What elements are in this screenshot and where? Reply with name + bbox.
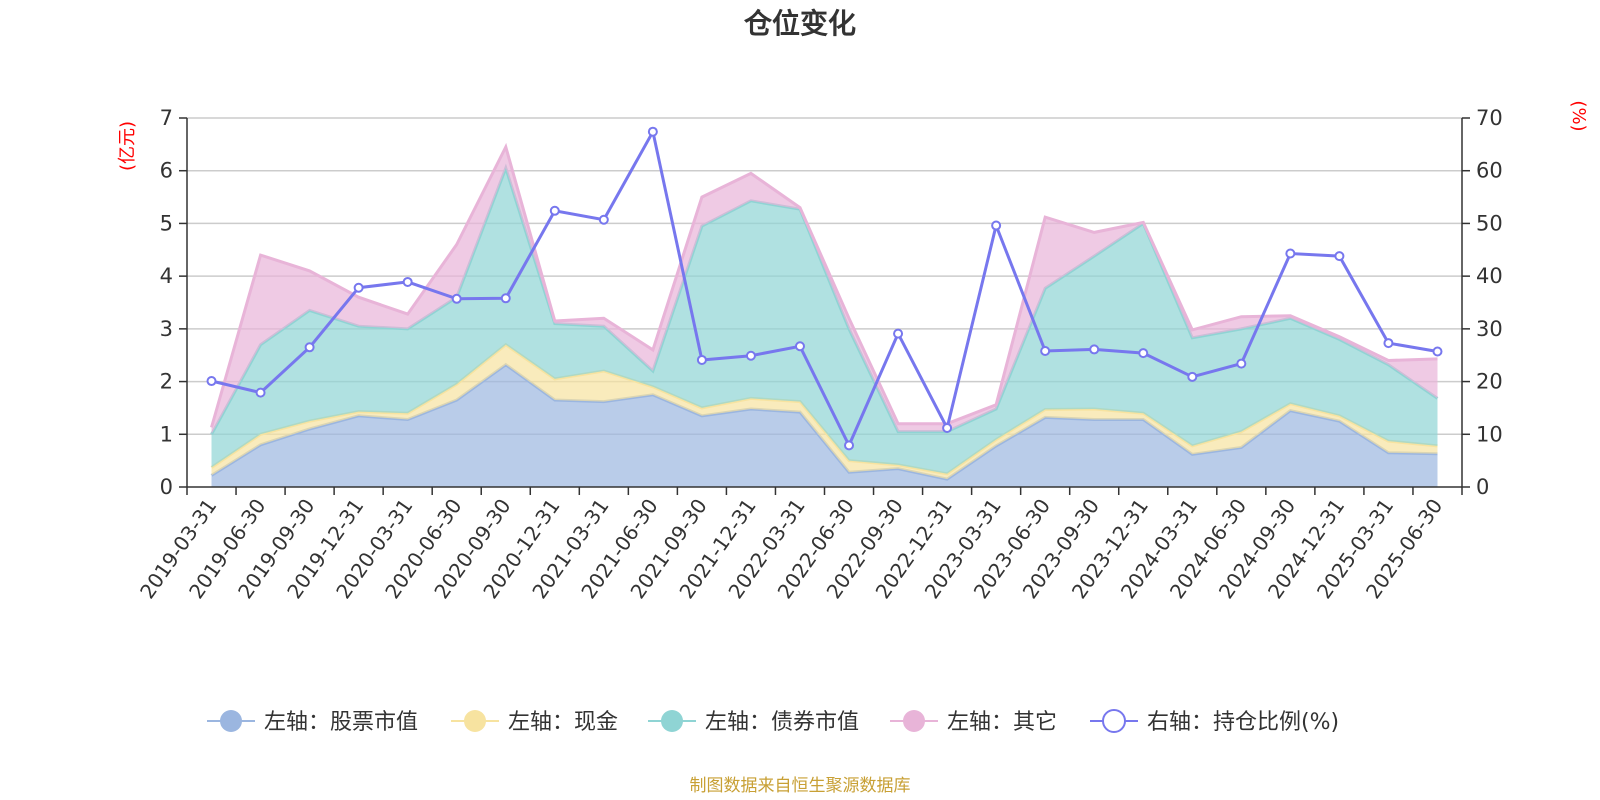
left-tick-label-6: 6: [160, 159, 173, 183]
ratio-point: [353, 282, 364, 293]
area-edge-series-3: [210, 142, 1438, 428]
ratio-line: [206, 126, 1443, 451]
legend-label: 左轴：股票市值: [264, 710, 418, 735]
left-tick-label-4: 4: [160, 264, 173, 288]
legend: 左轴：股票市值 左轴：现金 左轴：债券市值 左轴：其它 右轴：持仓比例(%): [207, 709, 1339, 735]
right-axis-unit: (%): [1568, 100, 1589, 131]
ratio-point: [991, 220, 1002, 231]
stacked-areas: [210, 142, 1439, 487]
ratio-point: [451, 293, 462, 304]
ratio-point: [402, 276, 413, 287]
area-series-3: [211, 147, 1438, 435]
ratio-point: [1187, 371, 1198, 382]
right-tick-label-20: 20: [1476, 370, 1503, 394]
ratio-point: [647, 126, 658, 137]
legend-swatch-dot: [661, 710, 683, 732]
ratio-point: [1285, 248, 1296, 259]
ratio-point: [1334, 251, 1345, 262]
ratio-point: [1138, 348, 1149, 359]
area-series-0: [211, 364, 1438, 487]
legend-swatch-dot: [903, 710, 925, 732]
legend-item-2: 左轴：债券市值: [648, 710, 859, 735]
legend-swatch-dot: [220, 710, 242, 732]
ratio-point: [1383, 338, 1394, 349]
left-axis-unit: (亿元): [117, 121, 138, 171]
left-tick-label-0: 0: [160, 475, 173, 499]
right-tick-label-40: 40: [1476, 264, 1503, 288]
right-tick-label-50: 50: [1476, 211, 1503, 235]
right-tick-label-30: 30: [1476, 317, 1503, 341]
legend-item-0: 左轴：股票市值: [207, 710, 418, 735]
ratio-line-path: [211, 127, 1438, 449]
ratio-point: [844, 440, 855, 451]
ratio-point: [500, 293, 511, 304]
data-source-note: 制图数据来自恒生聚源数据库: [690, 776, 911, 796]
right-tick-label-0: 0: [1476, 475, 1489, 499]
ratio-point: [549, 205, 560, 216]
ratio-point: [893, 328, 904, 339]
ratio-point: [598, 214, 609, 225]
left-tick-label-1: 1: [160, 422, 173, 446]
left-tick-label-7: 7: [160, 106, 173, 130]
right-tick-label-60: 60: [1476, 159, 1503, 183]
ratio-point: [206, 376, 217, 387]
ratio-point: [1236, 358, 1247, 369]
ratio-point: [745, 350, 756, 361]
legend-item-4: 右轴：持仓比例(%): [1090, 709, 1339, 735]
area-series-2: [211, 168, 1438, 474]
chart-title: 仓位变化: [744, 7, 856, 40]
ratio-point: [1089, 344, 1100, 355]
legend-label: 左轴：现金: [508, 710, 618, 735]
legend-label: 左轴：其它: [947, 710, 1057, 735]
left-tick-label-5: 5: [160, 211, 173, 235]
ratio-point: [942, 422, 953, 433]
legend-item-1: 左轴：现金: [451, 710, 618, 735]
legend-swatch-dot: [1102, 709, 1126, 733]
ratio-point: [1040, 345, 1051, 356]
legend-label: 左轴：债券市值: [705, 710, 859, 735]
right-tick-label-70: 70: [1476, 106, 1503, 130]
ratio-point: [255, 387, 266, 398]
left-tick-label-2: 2: [160, 370, 173, 394]
ratio-point: [1432, 346, 1443, 357]
ratio-point: [794, 341, 805, 352]
legend-swatch-dot: [464, 710, 486, 732]
legend-label: 右轴：持仓比例(%): [1147, 710, 1339, 735]
left-tick-label-3: 3: [160, 317, 173, 341]
ratio-point: [304, 342, 315, 353]
right-tick-label-10: 10: [1476, 422, 1503, 446]
ratio-point: [696, 354, 707, 365]
legend-item-3: 左轴：其它: [890, 710, 1057, 735]
